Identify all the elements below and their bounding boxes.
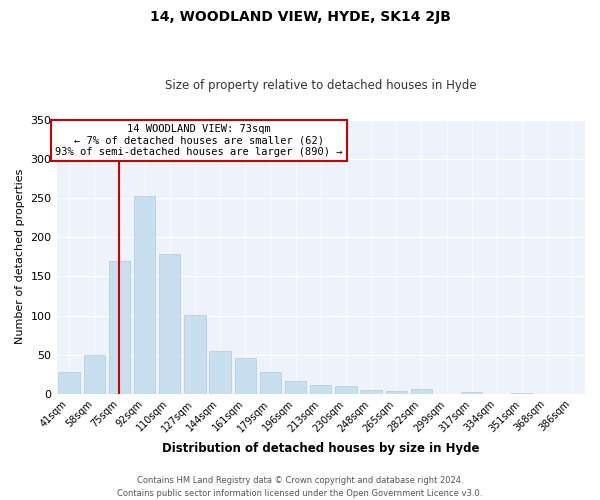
Bar	[461, 392, 482, 394]
Bar	[310, 386, 331, 394]
Bar	[335, 386, 356, 394]
Text: Contains HM Land Registry data © Crown copyright and database right 2024.
Contai: Contains HM Land Registry data © Crown c…	[118, 476, 482, 498]
Bar	[58, 372, 80, 394]
Bar	[109, 260, 130, 394]
X-axis label: Distribution of detached houses by size in Hyde: Distribution of detached houses by size …	[162, 442, 479, 455]
Bar	[386, 391, 407, 394]
Bar	[134, 196, 155, 394]
Bar	[511, 393, 533, 394]
Bar	[83, 354, 105, 394]
Bar	[260, 372, 281, 394]
Bar	[159, 254, 181, 394]
Y-axis label: Number of detached properties: Number of detached properties	[15, 169, 25, 344]
Title: Size of property relative to detached houses in Hyde: Size of property relative to detached ho…	[165, 79, 476, 92]
Bar	[209, 351, 231, 394]
Text: 14 WOODLAND VIEW: 73sqm
← 7% of detached houses are smaller (62)
93% of semi-det: 14 WOODLAND VIEW: 73sqm ← 7% of detached…	[55, 124, 343, 157]
Bar	[361, 390, 382, 394]
Text: 14, WOODLAND VIEW, HYDE, SK14 2JB: 14, WOODLAND VIEW, HYDE, SK14 2JB	[149, 10, 451, 24]
Bar	[235, 358, 256, 394]
Bar	[285, 380, 307, 394]
Bar	[411, 389, 432, 394]
Bar	[184, 314, 206, 394]
